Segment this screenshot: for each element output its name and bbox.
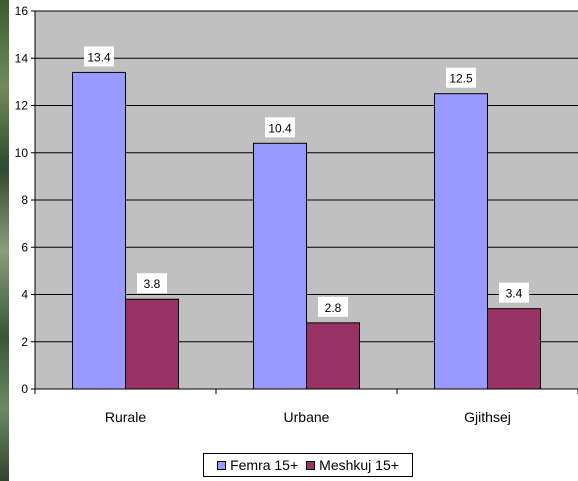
data-label: 13.4 <box>87 50 111 64</box>
bar <box>487 308 541 390</box>
data-label-bg <box>499 282 529 303</box>
y-tick-label: 4 <box>21 288 28 302</box>
legend-label-femra: Femra 15+ <box>230 457 299 473</box>
data-label: 2.8 <box>325 301 342 315</box>
bar <box>253 142 307 390</box>
data-label-bg <box>265 117 295 138</box>
background-foliage <box>0 0 9 481</box>
legend-item-meshkuj: Meshkuj 15+ <box>306 457 399 473</box>
bar <box>306 322 360 390</box>
legend-swatch-meshkuj <box>306 460 316 470</box>
legend-item-femra: Femra 15+ <box>217 457 298 473</box>
y-tick-label: 10 <box>15 146 29 160</box>
bar <box>72 71 126 390</box>
category-label: Urbane <box>284 409 330 425</box>
y-tick-label: 2 <box>21 335 28 349</box>
category-label: Gjithsej <box>464 409 511 425</box>
data-label: 12.5 <box>449 72 473 86</box>
category-label: Rurale <box>105 409 146 425</box>
data-label-bg <box>318 296 348 317</box>
bar <box>125 298 179 390</box>
y-tick-label: 6 <box>21 240 28 254</box>
chart-legend: Femra 15+ Meshkuj 15+ <box>203 453 413 477</box>
data-label: 3.8 <box>144 277 161 291</box>
data-label: 10.4 <box>268 121 292 135</box>
bar <box>434 93 488 390</box>
y-tick-label: 16 <box>15 4 29 18</box>
data-label-bg <box>84 46 114 67</box>
data-label-bg <box>137 273 167 294</box>
y-tick-label: 14 <box>15 51 29 65</box>
y-tick-label: 12 <box>15 99 29 113</box>
legend-swatch-femra <box>217 460 227 470</box>
data-label: 3.4 <box>506 287 523 301</box>
y-tick-label: 8 <box>21 193 28 207</box>
data-label-bg <box>446 67 476 88</box>
y-tick-label: 0 <box>21 382 28 396</box>
legend-label-meshkuj: Meshkuj 15+ <box>319 457 399 473</box>
